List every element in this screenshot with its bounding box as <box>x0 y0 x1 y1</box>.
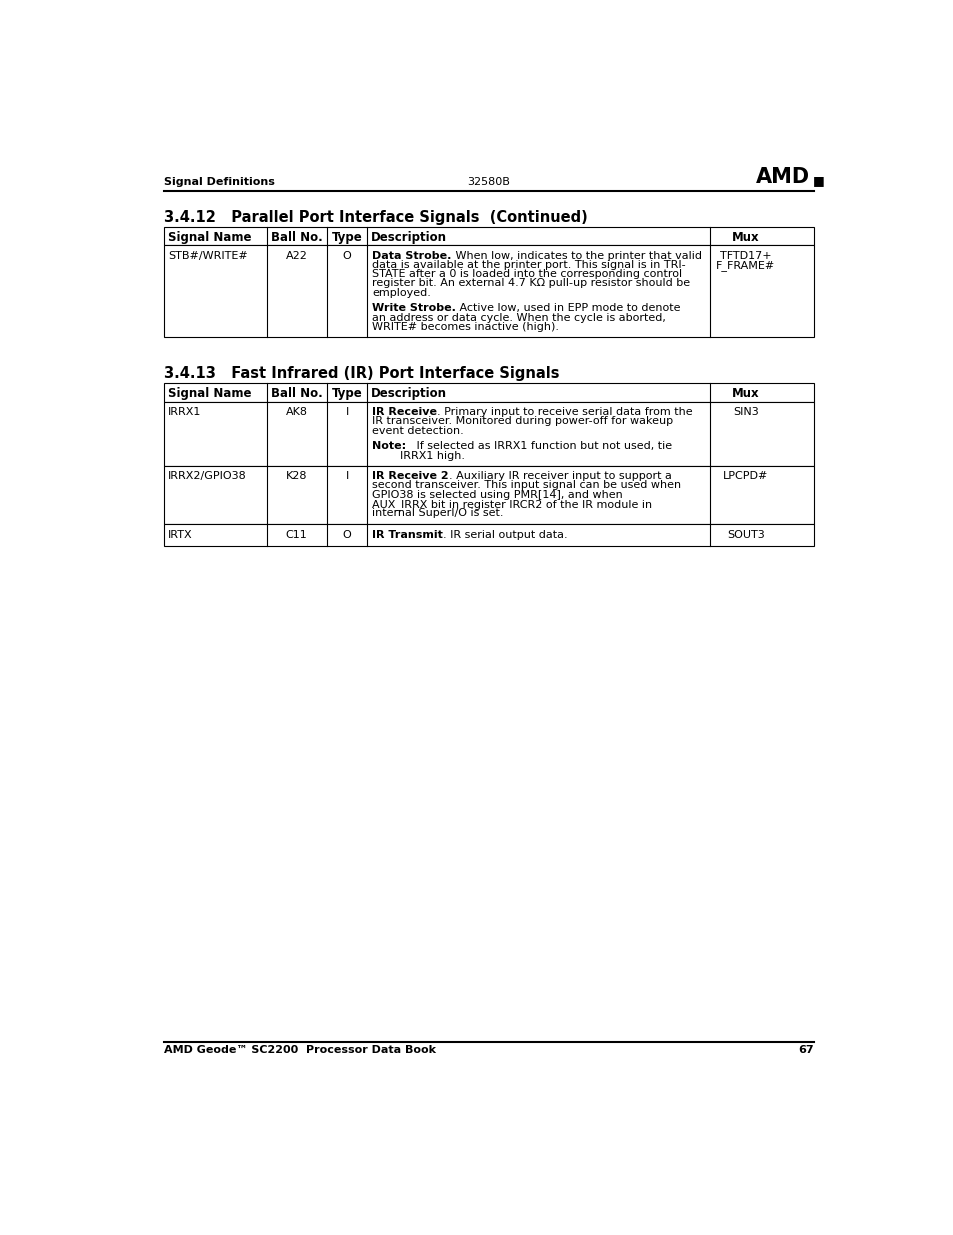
Text: Signal Name: Signal Name <box>168 231 252 243</box>
Text: Signal Name: Signal Name <box>168 387 252 400</box>
Bar <box>164 466 813 525</box>
Text: AMD Geode™ SC2200  Processor Data Book: AMD Geode™ SC2200 Processor Data Book <box>164 1045 436 1055</box>
Text: data is available at the printer port. This signal is in TRI-: data is available at the printer port. T… <box>372 259 685 270</box>
Text: event detection.: event detection. <box>372 426 463 436</box>
Text: Signal Definitions: Signal Definitions <box>164 177 274 186</box>
Text: 32580B: 32580B <box>467 177 510 186</box>
Text: If selected as IRRX1 function but not used, tie: If selected as IRRX1 function but not us… <box>406 441 672 451</box>
Text: 3.4.13   Fast Infrared (IR) Port Interface Signals: 3.4.13 Fast Infrared (IR) Port Interface… <box>164 367 559 382</box>
Text: IRRX2/GPIO38: IRRX2/GPIO38 <box>168 471 247 482</box>
Text: Ball No.: Ball No. <box>271 231 322 243</box>
Text: TFTD17+: TFTD17+ <box>720 251 771 261</box>
Text: Data Strobe.: Data Strobe. <box>372 251 451 261</box>
Text: . Primary input to receive serial data from the: . Primary input to receive serial data f… <box>436 408 692 417</box>
Bar <box>164 246 813 337</box>
Text: IR transceiver. Monitored during power-off for wakeup: IR transceiver. Monitored during power-o… <box>372 416 673 426</box>
Text: 67: 67 <box>798 1045 813 1055</box>
Text: GPIO38 is selected using PMR[14], and when: GPIO38 is selected using PMR[14], and wh… <box>372 489 622 500</box>
Text: register bit. An external 4.7 KΩ pull-up resistor should be: register bit. An external 4.7 KΩ pull-up… <box>372 278 690 288</box>
Text: A22: A22 <box>286 251 307 261</box>
Text: AUX_IRRX bit in register IRCR2 of the IR module in: AUX_IRRX bit in register IRCR2 of the IR… <box>372 499 652 510</box>
Text: I: I <box>345 471 348 482</box>
Bar <box>164 525 813 546</box>
Text: AK8: AK8 <box>285 408 308 417</box>
Text: WRITE# becomes inactive (high).: WRITE# becomes inactive (high). <box>372 322 558 332</box>
Text: IRRX1: IRRX1 <box>168 408 201 417</box>
Text: IRRX1 high.: IRRX1 high. <box>372 451 465 461</box>
Text: 3.4.12   Parallel Port Interface Signals  (Continued): 3.4.12 Parallel Port Interface Signals (… <box>164 210 587 225</box>
Bar <box>164 383 813 401</box>
Text: I: I <box>345 408 348 417</box>
Text: AMD: AMD <box>755 167 809 186</box>
Text: IRTX: IRTX <box>168 530 193 540</box>
Text: K28: K28 <box>286 471 307 482</box>
Text: Type: Type <box>332 387 362 400</box>
Bar <box>164 401 813 466</box>
Text: Note:: Note: <box>372 441 406 451</box>
Text: STB#/WRITE#: STB#/WRITE# <box>168 251 248 261</box>
Text: LPCPD#: LPCPD# <box>722 471 768 482</box>
Text: . IR serial output data.: . IR serial output data. <box>442 530 567 540</box>
Text: Description: Description <box>371 231 447 243</box>
Text: IR Transmit: IR Transmit <box>372 530 442 540</box>
Text: second transceiver. This input signal can be used when: second transceiver. This input signal ca… <box>372 480 680 490</box>
Text: SOUT3: SOUT3 <box>726 530 764 540</box>
Text: STATE after a 0 is loaded into the corresponding control: STATE after a 0 is loaded into the corre… <box>372 269 681 279</box>
Text: an address or data cycle. When the cycle is aborted,: an address or data cycle. When the cycle… <box>372 312 665 322</box>
Text: Mux: Mux <box>731 387 759 400</box>
Bar <box>164 227 813 246</box>
Text: C11: C11 <box>286 530 307 540</box>
Text: Description: Description <box>371 387 447 400</box>
Text: Ball No.: Ball No. <box>271 387 322 400</box>
Text: Write Strobe.: Write Strobe. <box>372 304 456 314</box>
Text: Mux: Mux <box>731 231 759 243</box>
Text: Type: Type <box>332 231 362 243</box>
Text: O: O <box>342 251 351 261</box>
Text: When low, indicates to the printer that valid: When low, indicates to the printer that … <box>451 251 700 261</box>
Text: internal SuperI/O is set.: internal SuperI/O is set. <box>372 508 503 519</box>
Text: SIN3: SIN3 <box>732 408 758 417</box>
Text: employed.: employed. <box>372 288 431 298</box>
Text: Active low, used in EPP mode to denote: Active low, used in EPP mode to denote <box>456 304 679 314</box>
Text: IR Receive: IR Receive <box>372 408 436 417</box>
Text: ■: ■ <box>812 174 823 186</box>
Text: . Auxiliary IR receiver input to support a: . Auxiliary IR receiver input to support… <box>448 471 671 482</box>
Text: F_FRAME#: F_FRAME# <box>716 259 775 270</box>
Text: O: O <box>342 530 351 540</box>
Text: IR Receive 2: IR Receive 2 <box>372 471 448 482</box>
